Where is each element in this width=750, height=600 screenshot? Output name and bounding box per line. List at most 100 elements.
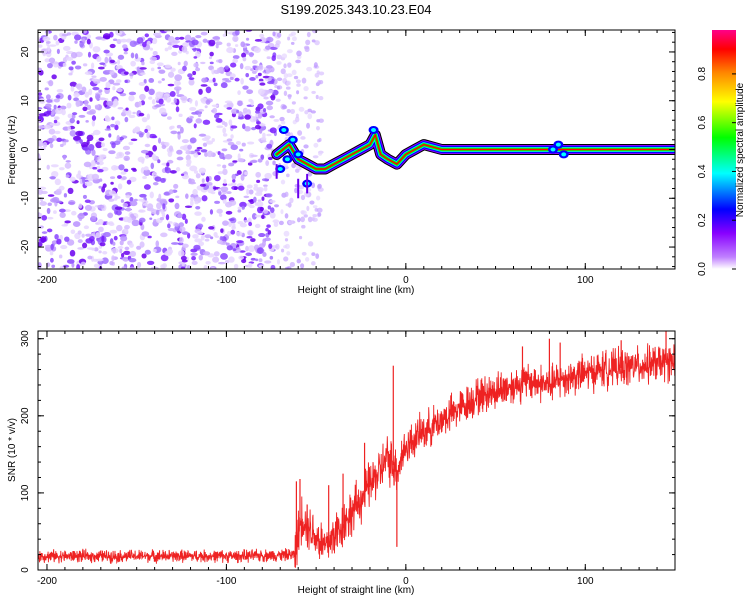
noise-blob xyxy=(262,132,266,138)
noise-blob-faint xyxy=(307,171,313,177)
noise-blob xyxy=(77,230,82,235)
noise-blob xyxy=(54,130,61,135)
noise-blob xyxy=(158,98,164,105)
noise-blob xyxy=(111,116,115,121)
noise-blob xyxy=(217,188,222,192)
noise-blob xyxy=(194,201,199,205)
noise-blob xyxy=(138,112,145,117)
noise-blob xyxy=(50,243,54,251)
noise-blob xyxy=(195,118,203,124)
noise-blob xyxy=(91,247,96,251)
noise-blob xyxy=(51,74,57,80)
snr-panel: -200 -100 0 100 0 100 200 300 Height of straig… xyxy=(7,330,676,596)
noise-blob xyxy=(157,137,162,144)
noise-blob xyxy=(230,144,239,151)
noise-blob xyxy=(117,183,123,190)
noise-blob xyxy=(224,100,233,104)
noise-blob xyxy=(192,234,199,239)
noise-blob xyxy=(91,115,97,121)
noise-blob xyxy=(236,240,244,244)
noise-blob xyxy=(222,183,228,186)
noise-blob xyxy=(86,38,91,45)
noise-blob xyxy=(193,152,199,158)
noise-blob xyxy=(233,263,239,269)
noise-blob xyxy=(91,75,97,78)
noise-blob xyxy=(245,73,250,78)
noise-blob-faint xyxy=(310,110,316,114)
noise-blob-faint xyxy=(295,116,300,123)
noise-blob xyxy=(82,146,89,151)
y-tick-label: 300 xyxy=(20,330,31,347)
noise-blob xyxy=(44,58,51,63)
noise-blob-faint xyxy=(284,191,289,197)
noise-blob xyxy=(98,250,102,254)
noise-blob xyxy=(38,92,43,96)
noise-blob xyxy=(94,154,98,162)
noise-blob xyxy=(146,131,150,139)
noise-blob xyxy=(238,250,246,253)
noise-blob-faint xyxy=(280,209,284,215)
noise-blob xyxy=(38,186,47,190)
noise-blob xyxy=(86,104,92,111)
noise-blob xyxy=(118,164,125,171)
noise-blob xyxy=(54,178,61,186)
noise-blob xyxy=(237,220,244,225)
noise-blob xyxy=(195,206,201,210)
noise-blob xyxy=(239,63,244,70)
noise-blob xyxy=(224,121,228,127)
noise-blob-faint xyxy=(315,253,320,259)
noise-blob xyxy=(263,209,269,214)
noise-blob xyxy=(158,193,162,201)
noise-blob xyxy=(258,64,264,71)
noise-blob xyxy=(259,82,266,86)
noise-blob xyxy=(196,223,204,229)
noise-blob xyxy=(189,98,193,104)
noise-blob xyxy=(164,64,172,69)
noise-blob xyxy=(122,44,128,49)
noise-blob xyxy=(194,100,198,107)
colorbar-tick-label: 0.2 xyxy=(697,213,708,227)
noise-blob xyxy=(237,209,242,213)
noise-blob xyxy=(239,201,247,208)
noise-blob xyxy=(88,88,93,96)
noise-blob xyxy=(146,113,151,120)
noise-blob xyxy=(123,71,129,75)
noise-blob xyxy=(231,173,237,180)
noise-blob xyxy=(147,235,152,239)
noise-blob-faint xyxy=(286,80,292,86)
noise-blob-faint xyxy=(317,79,321,86)
noise-blob xyxy=(228,162,235,167)
noise-blob xyxy=(220,228,224,233)
noise-blob xyxy=(257,158,263,163)
noise-blob xyxy=(217,171,224,175)
noise-blob xyxy=(248,189,254,195)
noise-blob xyxy=(84,91,89,98)
noise-blob xyxy=(116,38,122,45)
noise-blob-faint xyxy=(315,94,319,100)
noise-blob xyxy=(143,79,147,84)
noise-blob xyxy=(46,164,50,170)
noise-blob-faint xyxy=(307,108,312,113)
noise-blob xyxy=(91,173,100,180)
noise-blob xyxy=(122,202,129,208)
noise-blob xyxy=(265,89,274,94)
noise-blob-faint xyxy=(303,86,309,92)
noise-blob xyxy=(47,216,54,220)
noise-blob-faint xyxy=(318,95,324,101)
noise-blob xyxy=(266,105,274,111)
noise-blob xyxy=(209,209,214,215)
noise-blob xyxy=(228,119,233,126)
noise-blob xyxy=(154,176,162,182)
noise-blob-faint xyxy=(306,205,310,212)
noise-blob xyxy=(121,266,127,269)
noise-blob xyxy=(82,194,87,199)
noise-blob-faint xyxy=(313,142,319,148)
noise-blob xyxy=(97,169,104,173)
signal-blob-core xyxy=(281,127,287,132)
noise-blob xyxy=(161,112,168,115)
noise-blob xyxy=(270,264,276,269)
noise-blob xyxy=(160,209,164,214)
noise-blob xyxy=(165,214,170,221)
noise-blob xyxy=(82,177,86,184)
noise-blob xyxy=(257,103,264,110)
